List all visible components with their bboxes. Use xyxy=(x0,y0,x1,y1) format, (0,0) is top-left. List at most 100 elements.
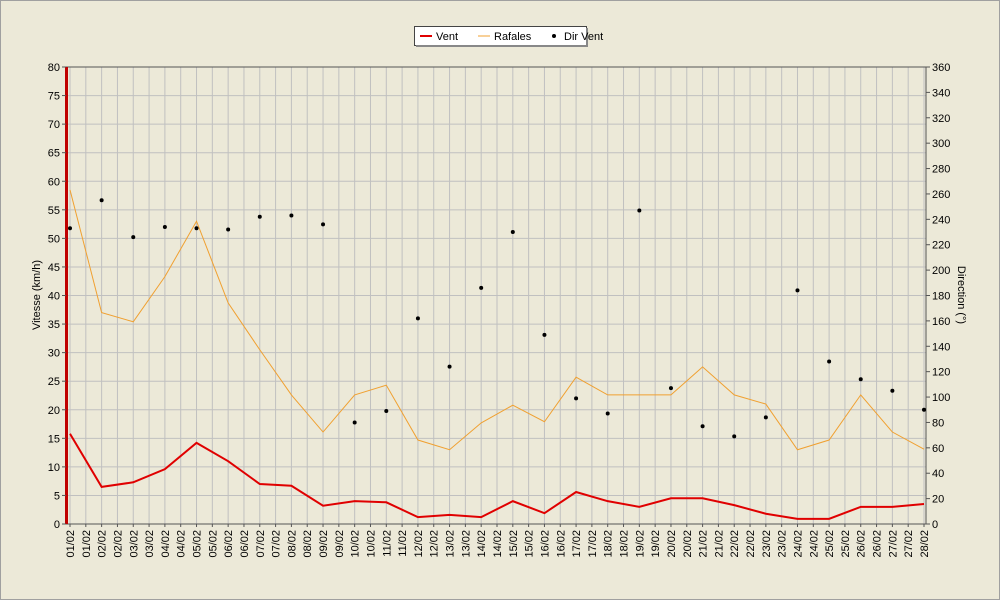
y-tick-label: 75 xyxy=(48,91,60,103)
x-tick-label: 06/02 xyxy=(239,530,251,558)
data-point xyxy=(732,434,737,439)
data-point xyxy=(479,285,484,290)
y-tick-label: 20 xyxy=(48,405,60,417)
data-point xyxy=(827,359,832,364)
y2-tick-label: 340 xyxy=(932,87,950,99)
x-tick-label: 26/02 xyxy=(872,530,884,558)
legend-label: Rafales xyxy=(494,31,532,43)
y2-tick-label: 160 xyxy=(932,316,950,328)
x-tick-label: 12/02 xyxy=(429,530,441,558)
data-point xyxy=(162,224,167,229)
x-tick-label: 01/02 xyxy=(81,530,93,558)
x-tick-label: 11/02 xyxy=(397,530,409,557)
data-point xyxy=(99,198,104,203)
data-point xyxy=(890,388,895,393)
y2-tick-label: 60 xyxy=(932,443,944,455)
y-tick-label: 55 xyxy=(48,205,60,217)
x-tick-label: 15/02 xyxy=(524,530,536,558)
x-tick-label: 12/02 xyxy=(413,530,425,558)
y-tick-label: 30 xyxy=(48,348,60,360)
x-tick-label: 11/02 xyxy=(381,530,393,557)
y-tick-label: 25 xyxy=(48,376,60,388)
x-tick-label: 22/02 xyxy=(729,530,741,558)
data-point xyxy=(795,288,800,293)
x-tick-label: 23/02 xyxy=(777,530,789,558)
x-tick-label: 13/02 xyxy=(460,530,472,558)
x-tick-label: 24/02 xyxy=(792,530,804,558)
data-line xyxy=(69,433,925,520)
x-tick-label: 25/02 xyxy=(824,530,836,558)
y-tick-label: 60 xyxy=(48,176,60,188)
data-point xyxy=(574,396,579,401)
x-tick-label: 24/02 xyxy=(808,530,820,558)
y2-tick-label: 200 xyxy=(932,265,950,277)
x-tick-label: 04/02 xyxy=(160,530,172,558)
x-tick-label: 15/02 xyxy=(508,530,520,558)
data-point xyxy=(700,424,705,429)
data-point xyxy=(194,226,199,231)
y2-tick-label: 140 xyxy=(932,341,950,353)
data-point xyxy=(131,235,136,240)
data-point xyxy=(384,409,389,414)
y-tick-label: 0 xyxy=(54,519,60,531)
x-tick-label: 18/02 xyxy=(603,530,615,558)
data-point xyxy=(922,407,926,412)
x-tick-label: 02/02 xyxy=(112,530,124,558)
x-tick-label: 10/02 xyxy=(350,530,362,558)
data-point xyxy=(763,415,768,420)
y-tick-label: 35 xyxy=(48,319,60,331)
x-tick-label: 16/02 xyxy=(555,530,567,558)
y2-tick-label: 120 xyxy=(932,367,950,379)
grid xyxy=(66,66,926,525)
data-point xyxy=(637,208,642,213)
y2-tick-label: 360 xyxy=(932,62,950,74)
x-tick-label: 20/02 xyxy=(666,530,678,558)
x-tick-label: 25/02 xyxy=(840,530,852,558)
y-tick-label: 70 xyxy=(48,119,60,131)
data-point xyxy=(289,213,294,218)
data-point xyxy=(321,222,326,227)
y-tick-label: 40 xyxy=(48,291,60,303)
x-tick-label: 14/02 xyxy=(476,530,488,558)
x-tick-label: 22/02 xyxy=(745,530,757,558)
x-tick-label: 07/02 xyxy=(271,530,283,558)
y2-tick-label: 320 xyxy=(932,113,950,125)
y-tick-label: 50 xyxy=(48,233,60,245)
x-tick-label: 27/02 xyxy=(887,530,899,558)
x-tick-label: 01/02 xyxy=(65,530,77,558)
y2-tick-label: 280 xyxy=(932,164,950,176)
legend-shadow xyxy=(416,45,588,47)
x-tick-label: 06/02 xyxy=(223,530,235,558)
x-tick-label: 14/02 xyxy=(492,530,504,558)
data-point xyxy=(447,364,452,369)
x-tick-label: 19/02 xyxy=(650,530,662,558)
data-line xyxy=(69,189,925,451)
data-point xyxy=(257,214,262,219)
x-tick-label: 16/02 xyxy=(539,530,551,558)
x-tick-label: 09/02 xyxy=(334,530,346,558)
data-point xyxy=(858,377,863,382)
x-tick-label: 18/02 xyxy=(619,530,631,558)
legend-label: Dir Vent xyxy=(564,31,603,43)
x-tick-label: 09/02 xyxy=(318,530,330,558)
x-tick-label: 28/02 xyxy=(919,530,931,558)
y2-tick-label: 300 xyxy=(932,138,950,150)
y2-tick-label: 0 xyxy=(932,519,938,531)
data-point xyxy=(668,386,673,391)
left-axis-bar xyxy=(65,67,68,524)
data-point xyxy=(510,230,515,235)
x-tick-label: 21/02 xyxy=(698,530,710,558)
y2-tick-label: 80 xyxy=(932,417,944,429)
y2-tick-label: 180 xyxy=(932,291,950,303)
data-point xyxy=(68,226,72,231)
y2-tick-label: 20 xyxy=(932,494,944,506)
y2-tick-label: 40 xyxy=(932,468,944,480)
x-tick-label: 04/02 xyxy=(176,530,188,558)
x-tick-label: 17/02 xyxy=(587,530,599,558)
data-point xyxy=(605,411,610,416)
x-tick-label: 10/02 xyxy=(365,530,377,558)
x-tick-label: 21/02 xyxy=(713,530,725,558)
y2-tick-label: 240 xyxy=(932,214,950,226)
